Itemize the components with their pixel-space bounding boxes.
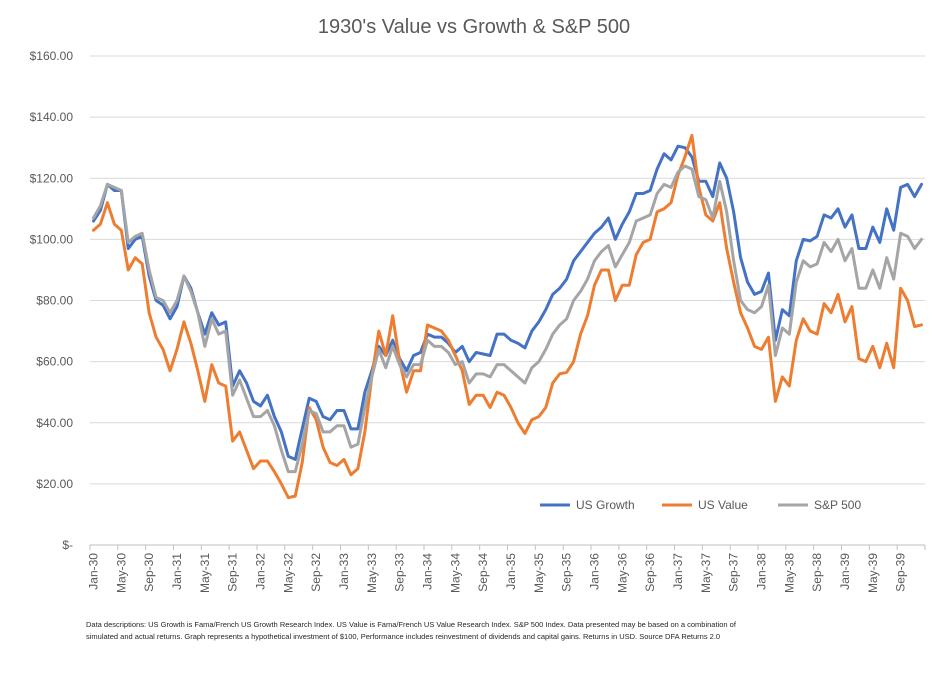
x-tick-label: May-31 bbox=[198, 553, 212, 593]
footnote-line: simulated and actual returns. Graph repr… bbox=[86, 632, 721, 641]
legend-label: S&P 500 bbox=[814, 498, 861, 512]
footnote-line: Data descriptions: US Growth is Fama/Fre… bbox=[86, 620, 736, 629]
series-lines bbox=[91, 133, 924, 500]
x-tick-label: Jan-35 bbox=[504, 553, 518, 590]
legend: US Growth US Value S&P 500 bbox=[540, 498, 861, 512]
y-tick-label: $20.00 bbox=[36, 477, 73, 491]
x-tick-label: May-37 bbox=[699, 553, 713, 593]
x-tick-label: Sep-33 bbox=[393, 553, 407, 592]
x-tick-label: Jan-37 bbox=[671, 553, 685, 590]
y-tick-label: $120.00 bbox=[30, 171, 74, 185]
footnote: Data descriptions: US Growth is Fama/Fre… bbox=[86, 619, 886, 643]
series-line bbox=[91, 133, 924, 500]
x-tick-label: Sep-34 bbox=[476, 553, 490, 592]
x-tick-label: Sep-39 bbox=[894, 553, 908, 592]
x-tick-label: Sep-32 bbox=[309, 553, 323, 592]
x-tick-label: May-34 bbox=[448, 553, 462, 593]
x-tick-label: Jan-36 bbox=[587, 553, 601, 590]
x-tick-label: Sep-38 bbox=[810, 553, 824, 592]
x-tick-label: May-36 bbox=[615, 553, 629, 593]
x-tick-label: May-38 bbox=[782, 553, 796, 593]
chart-title: 1930's Value vs Growth & S&P 500 bbox=[318, 16, 630, 38]
x-tick-label: Jan-39 bbox=[838, 553, 852, 590]
x-tick-label: Jan-32 bbox=[253, 553, 267, 590]
x-tick-label: Jan-31 bbox=[170, 553, 184, 590]
x-tick-label: Sep-37 bbox=[727, 553, 741, 592]
x-tick-label: May-35 bbox=[532, 553, 546, 593]
y-tick-label: $60.00 bbox=[36, 355, 73, 369]
x-tick-label: Sep-30 bbox=[142, 553, 156, 592]
x-tick-label: Sep-35 bbox=[560, 553, 574, 592]
x-tick-label: May-39 bbox=[866, 553, 880, 593]
y-axis-tick-labels: $- $20.00 $40.00 $60.00 $80.00 $100.00 $120.00… bbox=[30, 49, 74, 552]
y-tick-label: $80.00 bbox=[36, 294, 73, 308]
x-tick-label: Sep-36 bbox=[643, 553, 657, 592]
x-tick-label: May-30 bbox=[114, 553, 128, 593]
legend-label: US Growth bbox=[576, 498, 635, 512]
y-tick-label: $100.00 bbox=[30, 232, 74, 246]
y-tick-label: $- bbox=[62, 538, 73, 552]
x-tick-label: May-33 bbox=[365, 553, 379, 593]
x-tick-label: Sep-31 bbox=[226, 553, 240, 592]
x-tick-label: Jan-33 bbox=[337, 553, 351, 590]
x-tick-label: Jan-30 bbox=[86, 553, 100, 590]
x-axis bbox=[89, 544, 926, 550]
y-tick-label: $40.00 bbox=[36, 416, 73, 430]
y-tick-label: $140.00 bbox=[30, 110, 74, 124]
x-tick-label: Jan-38 bbox=[754, 553, 768, 590]
y-tick-label: $160.00 bbox=[30, 49, 74, 63]
series-line bbox=[91, 164, 924, 474]
x-axis-tick-labels: Jan-30 May-30 Sep-30 Jan-31 May-31 Sep-31 Jan-… bbox=[86, 553, 907, 593]
legend-label: US Value bbox=[698, 498, 748, 512]
series-line bbox=[91, 144, 924, 461]
x-tick-label: May-32 bbox=[281, 553, 295, 593]
x-tick-label: Jan-34 bbox=[420, 553, 434, 590]
